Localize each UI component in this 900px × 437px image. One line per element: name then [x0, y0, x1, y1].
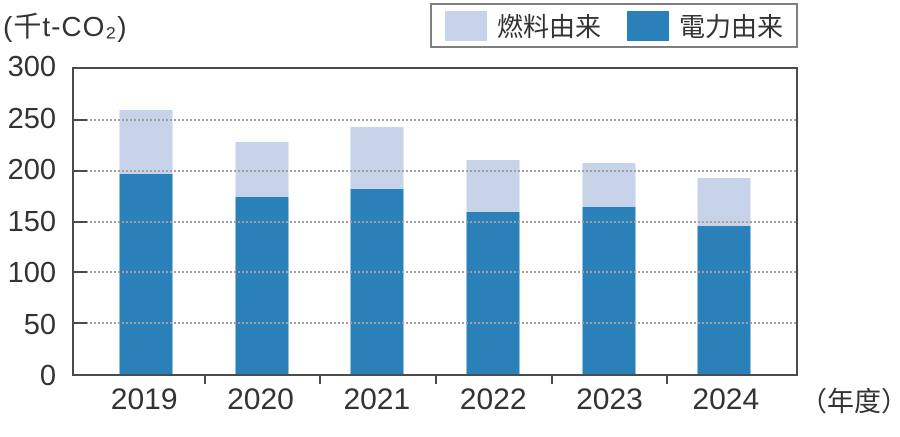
- bar-slot-2020: [204, 69, 320, 374]
- bar-slot-2024: [666, 69, 782, 374]
- y-axis-tick: [74, 118, 87, 121]
- gridline: [74, 169, 796, 172]
- bar-slot-2021: [319, 69, 435, 374]
- legend-item: 電力由来: [627, 7, 783, 44]
- y-axis-tick: [74, 322, 87, 325]
- plot-area: [72, 67, 798, 376]
- x-tick-label-2021: 2021: [343, 383, 411, 416]
- y-tick-label: 0: [39, 360, 56, 392]
- x-axis-tick: [550, 376, 553, 384]
- bar-segment-2019-電力由来: [119, 173, 173, 374]
- x-axis-ticks: [72, 376, 798, 386]
- legend-item: 燃料由来: [444, 7, 601, 44]
- y-axis-tick: [74, 271, 87, 274]
- x-tick-label-2023: 2023: [576, 383, 643, 416]
- y-tick-label: 50: [23, 308, 56, 341]
- gridline: [74, 322, 796, 325]
- x-axis-unit-label: （年度）: [800, 387, 900, 417]
- x-axis-tick: [435, 376, 437, 384]
- legend-swatch-1: [627, 10, 669, 41]
- legend-label: 燃料由来: [496, 12, 601, 42]
- bar-segment-2020-燃料由来: [235, 142, 288, 198]
- bar-segment-2023-電力由来: [582, 207, 636, 374]
- bar-segment-2022-電力由来: [466, 212, 520, 374]
- y-axis-tick: [74, 169, 87, 172]
- bar-segment-2022-燃料由来: [466, 159, 520, 213]
- legend-label: 電力由来: [679, 12, 784, 42]
- x-axis-tick: [319, 376, 322, 384]
- bar-segment-2024-電力由来: [697, 225, 751, 374]
- gridline: [74, 271, 796, 274]
- bar-slot-2023: [551, 69, 667, 374]
- gridline: [74, 118, 796, 121]
- bar-stack-2022: [466, 69, 520, 374]
- gridline: [74, 220, 796, 223]
- bar-slot-2022: [435, 69, 551, 374]
- bar-segment-2024-燃料由来: [697, 177, 751, 226]
- x-tick-label-2022: 2022: [459, 383, 527, 416]
- legend-swatch-0: [444, 10, 487, 41]
- x-axis-tick: [203, 376, 206, 384]
- y-tick-label: 150: [7, 205, 56, 238]
- y-axis-labels: 0 50 100 150 200 250 300: [0, 52, 62, 391]
- bar-segment-2020-電力由来: [235, 197, 288, 374]
- legend: 燃料由来 電力由来: [430, 3, 798, 48]
- x-tick-label-2020: 2020: [227, 383, 294, 416]
- bar-stack-2020: [235, 69, 288, 374]
- bar-stack-2023: [582, 69, 636, 374]
- bar-stack-2021: [350, 69, 404, 374]
- y-tick-label: 200: [7, 154, 56, 187]
- bar-segment-2021-電力由来: [350, 188, 404, 374]
- y-tick-label: 300: [7, 51, 56, 83]
- y-tick-label: 100: [7, 257, 56, 290]
- y-axis-unit-label: (千t-CO₂): [3, 11, 128, 42]
- bar-stack-2024: [697, 69, 751, 374]
- bar-segment-2021-燃料由来: [350, 126, 404, 189]
- x-axis-tick: [666, 376, 669, 384]
- x-tick-label-2024: 2024: [692, 383, 760, 416]
- y-axis-tick: [74, 220, 87, 223]
- x-tick-label-2019: 2019: [110, 383, 178, 416]
- y-tick-label: 250: [7, 102, 56, 135]
- x-axis-labels: 2019 2020 2021 2022 2023 2024: [72, 382, 798, 418]
